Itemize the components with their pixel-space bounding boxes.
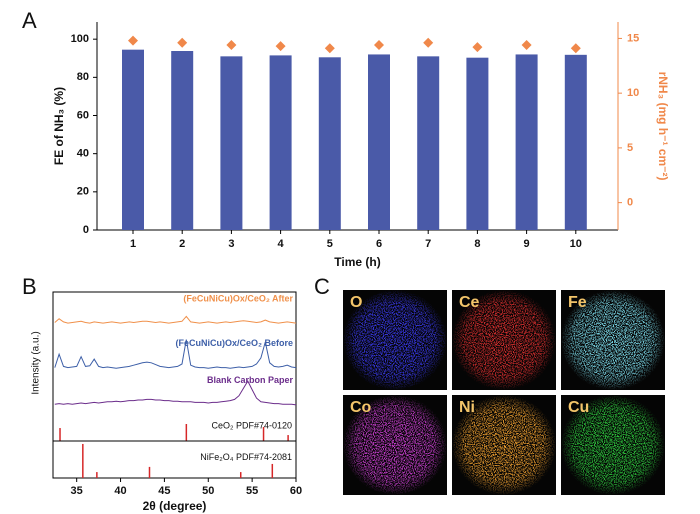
x-tick-label: 6: [376, 238, 382, 250]
x-tick-label: 8: [474, 238, 480, 250]
diamond-marker: [177, 37, 188, 48]
bar: [466, 57, 489, 230]
map-label: Fe: [568, 294, 587, 311]
map-speckle: [452, 395, 556, 495]
diamond-marker: [521, 39, 532, 50]
pattern-line: [54, 380, 297, 406]
y-axis-title: FE of NH₃ (%): [52, 87, 66, 165]
y-tick-label: 40: [77, 148, 89, 160]
x-tick-label: 1: [130, 238, 136, 250]
panel-letter: A: [22, 8, 37, 33]
y-axis-title: Intensity (a.u.): [31, 331, 42, 394]
x-tick-label: 40: [114, 485, 126, 497]
x-tick-label: 50: [202, 485, 214, 497]
y2-tick-label: 10: [627, 87, 639, 99]
element-map: Ni: [452, 395, 556, 495]
bar: [220, 56, 243, 230]
map-speckle: [452, 290, 556, 390]
x-tick-label: 55: [246, 485, 258, 497]
bar: [269, 55, 292, 230]
panel-letter: C: [314, 274, 330, 299]
map-label: Cu: [568, 399, 589, 416]
diamond-marker: [128, 35, 138, 46]
diamond-marker: [423, 37, 434, 48]
bar: [417, 56, 440, 230]
series-label: Blank Carbon Paper: [207, 375, 294, 385]
map-speckle: [561, 395, 665, 495]
reference-label: CeO₂ PDF#74-0120: [211, 421, 292, 431]
x-tick-label: 60: [290, 485, 302, 497]
diamond-marker: [472, 42, 483, 53]
diamond-marker: [374, 39, 384, 50]
series-label: (FeCuNiCu)Ox/CeO₂ Before: [175, 338, 293, 348]
diamond-marker: [570, 43, 581, 54]
y-tick-label: 100: [71, 33, 89, 45]
reference-label: NiFe₂O₄ PDF#74-2081: [200, 452, 292, 462]
pattern-line: [54, 315, 297, 324]
x-axis-title: Time (h): [334, 255, 380, 269]
y-tick-label: 80: [77, 71, 89, 83]
bar: [564, 54, 587, 230]
map-speckle: [343, 395, 447, 495]
bar: [122, 49, 144, 230]
map-speckle: [561, 290, 665, 390]
element-map: O: [343, 290, 447, 390]
panel-letter: B: [22, 274, 37, 299]
x-tick-label: 5: [327, 238, 333, 250]
map-label: Ce: [459, 294, 480, 311]
element-map: Fe: [561, 290, 665, 390]
y-tick-label: 20: [77, 186, 89, 198]
pattern-line: [54, 339, 297, 369]
diamond-marker: [324, 43, 335, 54]
diamond-marker: [275, 41, 286, 52]
element-map: Ce: [452, 290, 556, 390]
bar: [515, 54, 538, 230]
diamond-marker: [226, 39, 237, 50]
y2-axis-title: rNH₃ (mg h⁻¹ cm⁻²): [656, 72, 670, 181]
element-map: Co: [343, 395, 447, 495]
x-tick-label: 10: [570, 238, 582, 250]
map-speckle: [343, 290, 447, 390]
map-label: O: [350, 294, 362, 311]
x-tick-label: 45: [158, 485, 170, 497]
map-label: Ni: [459, 399, 475, 416]
element-map: Cu: [561, 395, 665, 495]
y-tick-label: 60: [77, 109, 89, 121]
x-tick-label: 7: [425, 238, 431, 250]
y2-tick-label: 15: [627, 32, 639, 44]
x-axis-title: 2θ (degree): [143, 499, 207, 513]
y-tick-label: 0: [83, 224, 89, 236]
bar: [368, 54, 390, 230]
x-tick-label: 35: [71, 485, 83, 497]
x-tick-label: 9: [524, 238, 530, 250]
map-label: Co: [350, 399, 372, 416]
y2-tick-label: 0: [627, 197, 633, 209]
bar: [318, 57, 341, 231]
x-tick-label: 2: [179, 238, 185, 250]
x-tick-label: 3: [228, 238, 234, 250]
y2-tick-label: 5: [627, 142, 633, 154]
series-label: (FeCuNiCu)Ox/CeO₂ After: [183, 293, 293, 303]
plot-frame: [52, 291, 297, 479]
bar: [171, 51, 194, 230]
x-tick-label: 4: [278, 238, 285, 250]
